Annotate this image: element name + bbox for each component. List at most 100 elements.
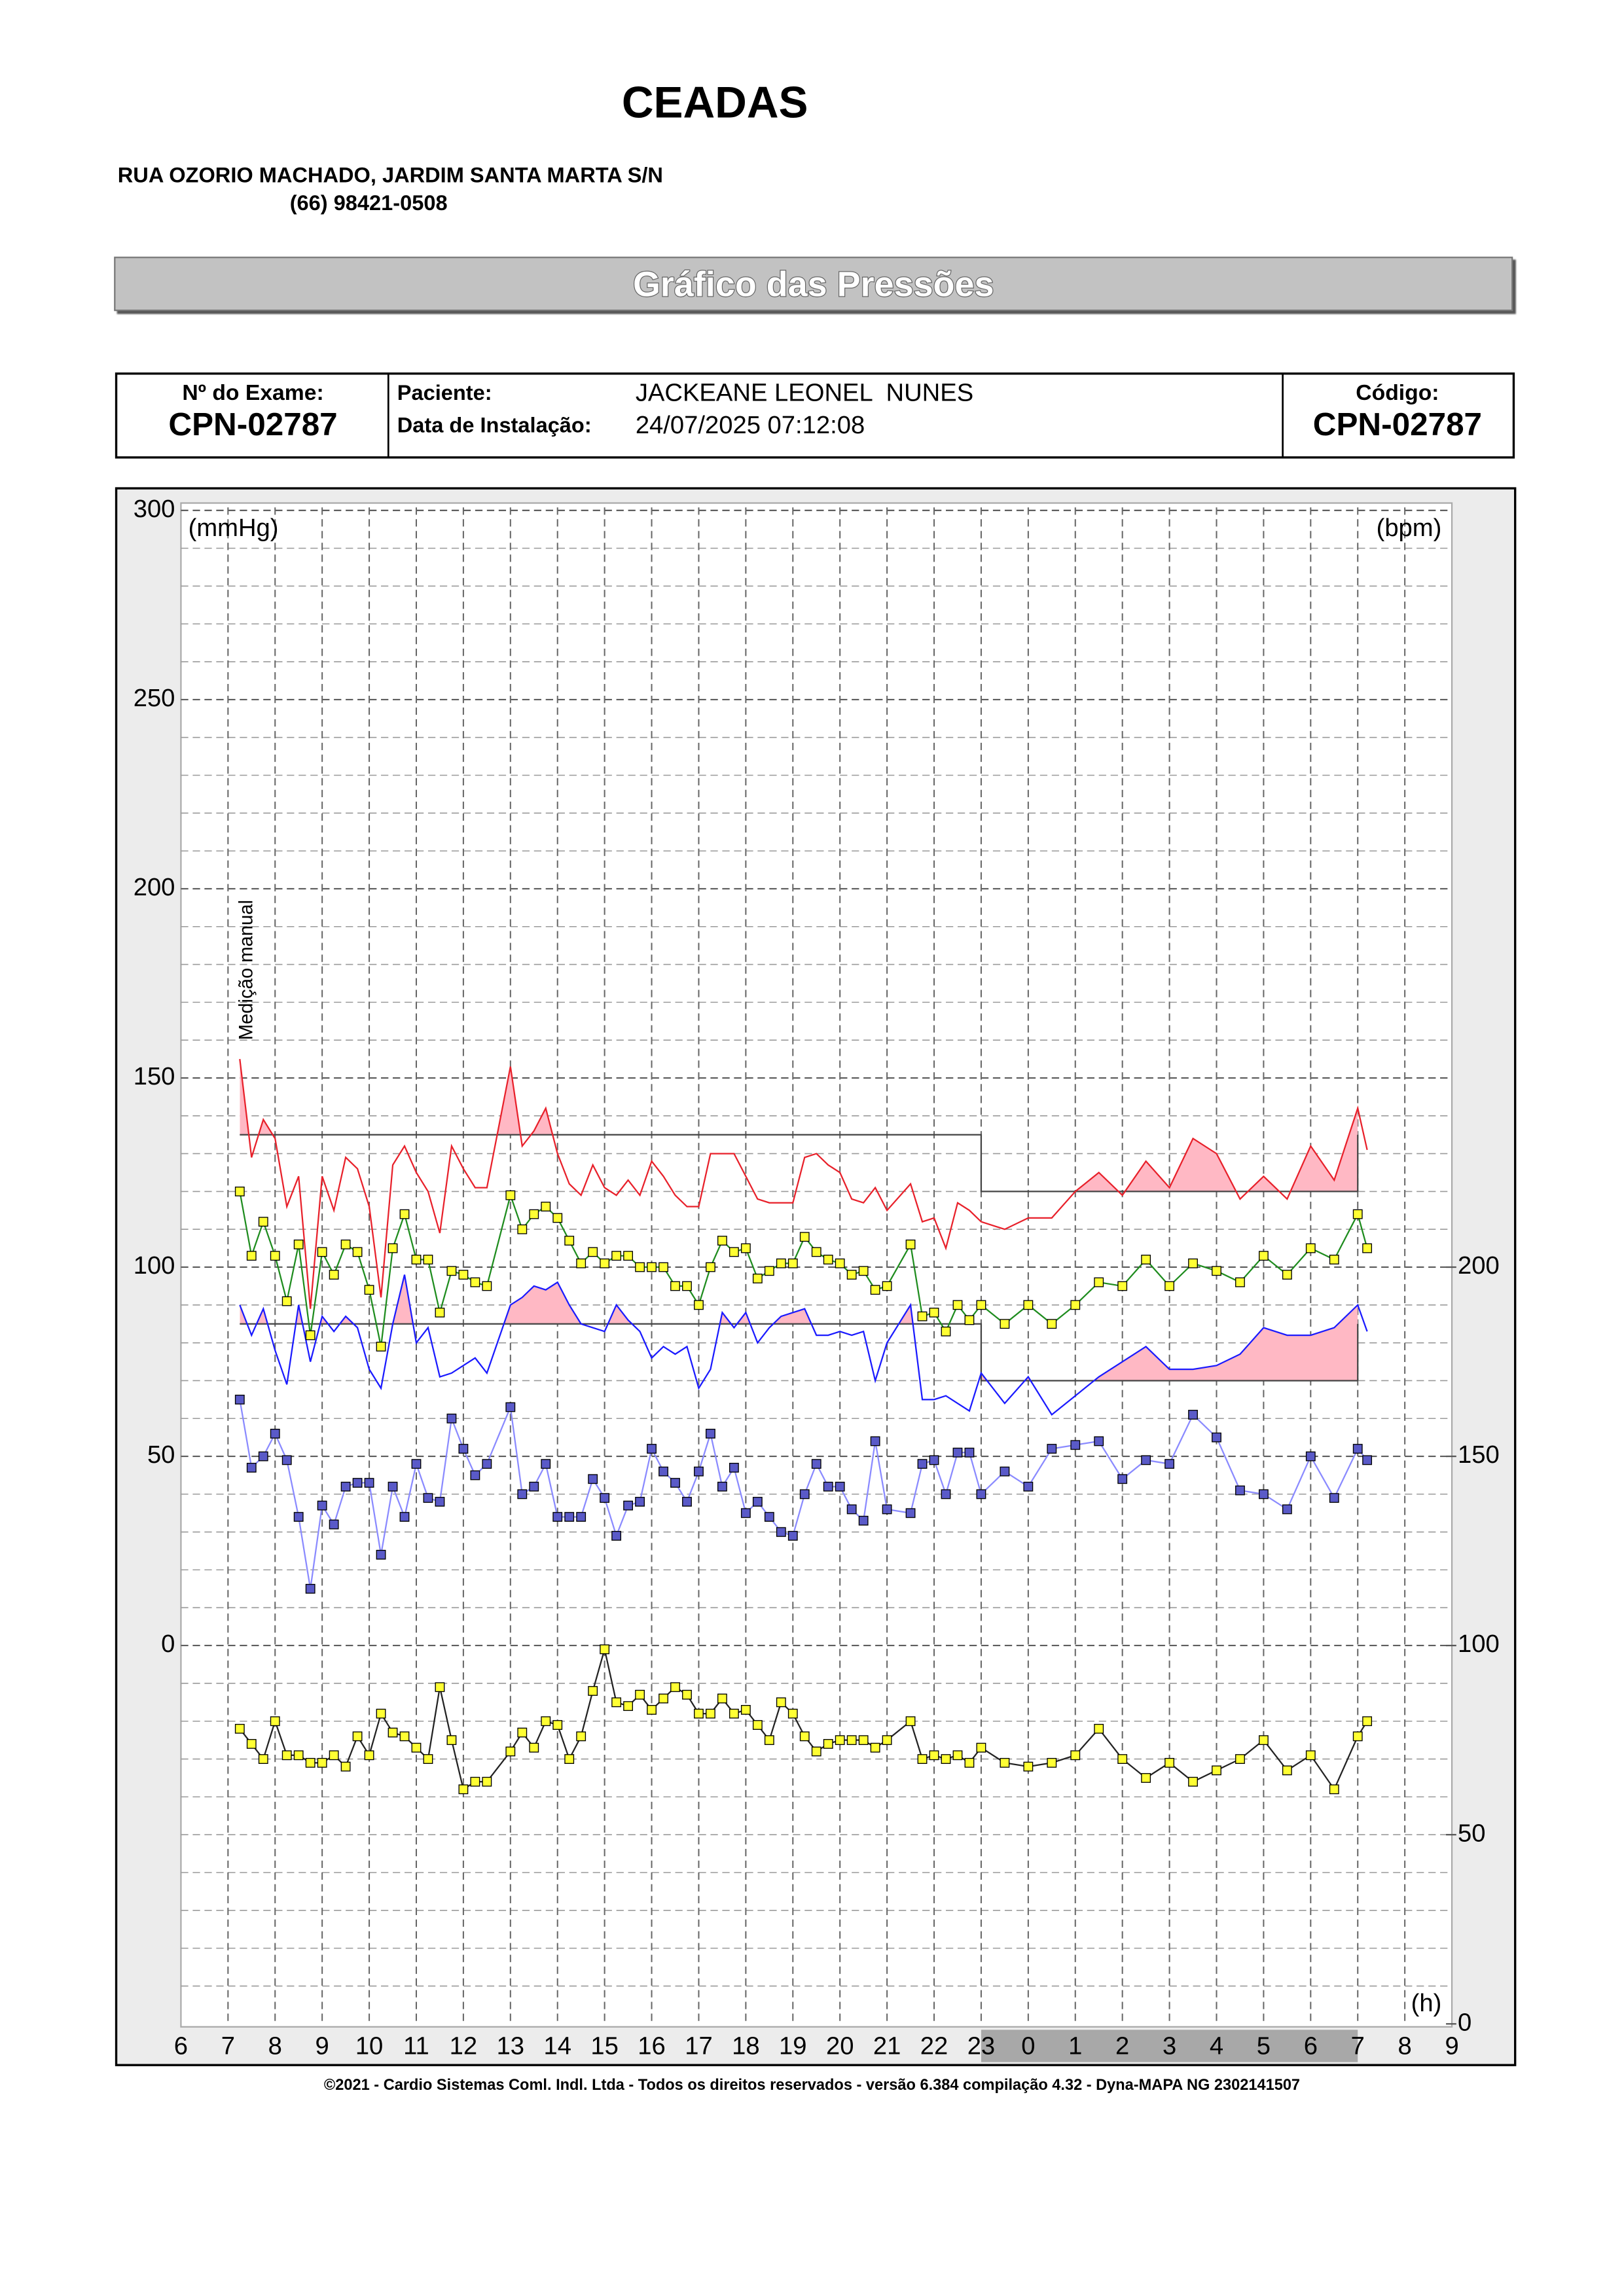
data-point [576,1731,586,1742]
data-point [376,1708,386,1719]
data-point [411,1459,422,1469]
data-point [317,1500,327,1511]
data-point [694,1708,704,1719]
data-point [659,1262,668,1272]
data-point [964,1757,975,1768]
data-point [799,1489,810,1499]
data-point [846,1270,857,1280]
data-point [623,1251,634,1261]
data-point [376,1549,386,1560]
data-point [364,1478,374,1488]
data-point [446,1413,457,1424]
x-tick-label: 5 [1257,2032,1271,2060]
phone: (66) 98421-0508 [290,191,448,215]
data-point [1282,1504,1292,1515]
data-point [1282,1270,1292,1280]
data-point [1141,1255,1151,1265]
x-tick-label: 0 [1021,2032,1035,2060]
patient-name: JACKEANE LEONEL NUNES [636,378,973,406]
x-tick-label: 15 [590,2032,618,2060]
y2-axis-label: (bpm) [1377,514,1442,542]
data-point [1094,1436,1104,1446]
data-point [1235,1485,1245,1496]
data-point [1164,1459,1175,1469]
data-point [729,1247,739,1257]
y-tick-label: 100 [134,1251,175,1280]
data-point [576,1512,586,1522]
data-point [929,1307,939,1318]
plot-area [180,502,1453,2028]
data-point [246,1251,257,1261]
data-point [976,1300,986,1310]
data-point [952,1447,963,1458]
data-point [1362,1243,1373,1253]
x-axis-label: (h) [1411,1989,1442,2017]
exam-label: Nº do Exame: [182,380,323,405]
data-point [293,1239,304,1249]
data-point [964,1447,975,1458]
data-point [929,1750,939,1761]
x-tick-label: 17 [685,2032,712,2060]
x-tick-label: 11 [403,2032,429,2060]
data-point [670,1682,680,1693]
data-point [835,1258,845,1268]
data-point [623,1500,634,1511]
org-title: CEADAS [622,79,808,128]
install-date: 24/07/2025 07:12:08 [636,411,865,439]
data-point [1305,1451,1316,1462]
y-axis-label: (mmHg) [189,514,279,542]
data-point [423,1754,433,1764]
data-point [1188,1776,1198,1787]
series-line [239,1058,1368,1309]
data-point [1000,1319,1010,1329]
data-point [764,1266,774,1276]
x-tick-label: 1 [1068,2032,1082,2060]
data-point [858,1266,869,1276]
data-point [941,1326,951,1336]
data-point [552,1720,563,1730]
data-point [517,1727,528,1738]
data-point [541,1459,551,1469]
data-point [787,1708,798,1719]
data-point [752,1720,763,1730]
data-point [729,1708,739,1719]
data-point [846,1504,857,1515]
data-point [458,1270,469,1280]
x-tick-label: 7 [1351,2032,1365,2060]
data-point [470,1277,480,1287]
data-point [564,1236,575,1246]
y-tick-label: 50 [147,1441,175,1469]
data-point [811,1746,821,1757]
data-point [941,1489,951,1499]
data-point [799,1731,810,1742]
data-point [682,1497,692,1507]
data-point [1094,1277,1104,1287]
data-point [1000,1757,1010,1768]
data-point [787,1531,798,1541]
data-point [1258,1735,1269,1746]
data-point [234,1186,245,1196]
data-point [588,1686,598,1696]
data-point [740,1243,751,1253]
data-point [1352,1444,1363,1454]
footer: ©2021 - Cardio Sistemas Coml. Indl. Ltda… [324,2076,1300,2093]
address: RUA OZORIO MACHADO, JARDIM SANTA MARTA S… [118,163,663,187]
data-point [517,1224,528,1234]
data-point [1362,1716,1373,1727]
data-point [917,1754,928,1764]
data-point [1235,1277,1245,1287]
data-point [329,1750,339,1761]
data-point [1070,1440,1081,1450]
y2-tick-label: 0 [1458,2008,1471,2036]
data-point [776,1697,786,1708]
x-tick-label: 23 [967,2032,995,2060]
data-point [423,1255,433,1265]
limit-line [240,1134,1358,1193]
data-point [270,1428,280,1439]
x-tick-label: 22 [920,2032,948,2060]
data-point [870,1285,880,1295]
data-point [1352,1731,1363,1742]
data-point [423,1493,433,1503]
